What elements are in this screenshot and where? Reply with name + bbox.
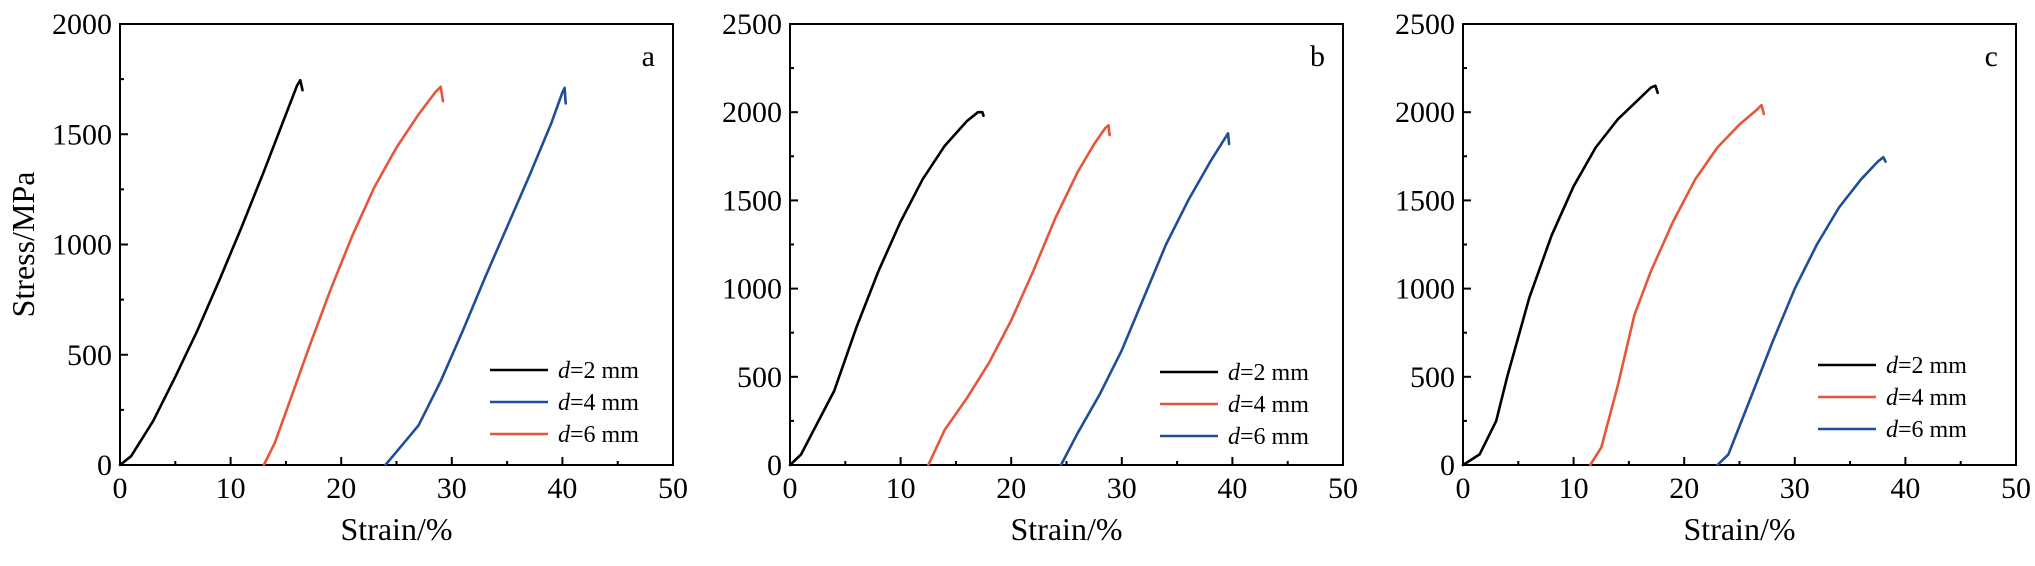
legend-label-variable: d: [558, 422, 571, 448]
legend-label-variable: d: [558, 358, 571, 384]
legend-label: d=6 mm: [1886, 417, 1967, 443]
series-line-2: [927, 124, 1111, 467]
y-tick-label: 500: [67, 339, 112, 372]
y-tick-label: 2000: [52, 8, 112, 41]
x-tick-label: 10: [1559, 472, 1589, 505]
legend-label-variable: d: [1886, 417, 1899, 443]
panel-label: c: [1985, 40, 1998, 73]
legend-label-value: =4 mm: [1240, 392, 1309, 418]
y-tick-label: 1000: [52, 229, 112, 262]
x-tick-label: 20: [996, 472, 1026, 505]
legend-label-variable: d: [1228, 392, 1241, 418]
x-tick-label: 10: [886, 472, 916, 505]
series-line-3: [1716, 155, 1887, 467]
legend-label-value: =6 mm: [570, 422, 639, 448]
legend: d=2 mmd=4 mmd=6 mm: [1818, 353, 1967, 443]
x-tick-label: 0: [1456, 472, 1471, 505]
y-tick-label: 1000: [1395, 273, 1455, 306]
panel-label: b: [1310, 40, 1325, 73]
x-tick-label: 40: [1890, 472, 1920, 505]
legend: d=2 mmd=4 mmd=6 mm: [490, 358, 639, 448]
legend-label: d=2 mm: [1886, 353, 1967, 379]
legend-label-value: =2 mm: [1898, 353, 1967, 379]
legend: d=2 mmd=4 mmd=6 mm: [1160, 360, 1309, 450]
legend-label-value: =4 mm: [1898, 385, 1967, 411]
legend-label-value: =2 mm: [1240, 360, 1309, 386]
legend-label-value: =2 mm: [570, 358, 639, 384]
legend-label-value: =4 mm: [570, 390, 639, 416]
y-tick-label: 1500: [1395, 184, 1455, 217]
x-tick-label: 40: [547, 472, 577, 505]
y-tick-label: 2500: [1395, 8, 1455, 41]
x-tick-label: 0: [113, 472, 128, 505]
legend-label-value: =6 mm: [1240, 424, 1309, 450]
x-tick-label: 40: [1217, 472, 1247, 505]
legend-label: d=6 mm: [1228, 424, 1309, 450]
series-line-3: [1059, 132, 1231, 467]
x-tick-label: 30: [437, 472, 467, 505]
chart-panel-a: 0 10 20 30 40 500500100015002000Strain/%Stres…: [5, 8, 688, 547]
legend-label: d=2 mm: [558, 358, 639, 384]
series-line-1: [1461, 84, 1659, 467]
y-tick-label: 0: [767, 449, 782, 482]
legend-label: d=4 mm: [1228, 392, 1309, 418]
y-tick-label: 0: [97, 449, 112, 482]
chart-panel-c: 0 10 20 30 40 5005001000150020002500Strain/%c…: [1395, 8, 2031, 547]
y-tick-label: 2000: [1395, 96, 1455, 129]
series-line-3: [384, 86, 567, 467]
x-axis-title: Strain/%: [1684, 511, 1796, 547]
x-tick-label: 10: [216, 472, 246, 505]
legend-label: d=6 mm: [558, 422, 639, 448]
series-line-1: [118, 78, 304, 467]
y-tick-label: 500: [737, 361, 782, 394]
x-axis-title: Strain/%: [1011, 511, 1123, 547]
series-line-2: [262, 85, 445, 467]
series-line-2: [1588, 103, 1766, 467]
x-tick-label: 20: [326, 472, 356, 505]
series-line-1: [788, 110, 985, 467]
y-tick-label: 500: [1410, 361, 1455, 394]
legend-label-variable: d: [1886, 353, 1899, 379]
chart-panel-b: 0 10 20 30 40 5005001000150020002500Strain/%b…: [722, 8, 1358, 547]
y-tick-label: 1500: [722, 184, 782, 217]
y-tick-label: 2000: [722, 96, 782, 129]
x-tick-label: 50: [658, 472, 688, 505]
legend-label-value: =6 mm: [1898, 417, 1967, 443]
x-tick-label: 50: [1328, 472, 1358, 505]
x-tick-label: 0: [783, 472, 798, 505]
legend-label: d=4 mm: [558, 390, 639, 416]
legend-label-variable: d: [558, 390, 571, 416]
x-axis-title: Strain/%: [341, 511, 453, 547]
panel-label: a: [642, 40, 655, 73]
y-tick-label: 1500: [52, 118, 112, 151]
y-axis-title: Stress/MPa: [5, 172, 41, 318]
x-tick-label: 50: [2001, 472, 2031, 505]
y-tick-label: 2500: [722, 8, 782, 41]
legend-label: d=4 mm: [1886, 385, 1967, 411]
legend-label: d=2 mm: [1228, 360, 1309, 386]
x-tick-label: 30: [1107, 472, 1137, 505]
legend-label-variable: d: [1228, 360, 1241, 386]
x-tick-label: 30: [1780, 472, 1810, 505]
y-tick-label: 0: [1440, 449, 1455, 482]
y-tick-label: 1000: [722, 273, 782, 306]
legend-label-variable: d: [1886, 385, 1899, 411]
x-tick-label: 20: [1669, 472, 1699, 505]
legend-label-variable: d: [1228, 424, 1241, 450]
